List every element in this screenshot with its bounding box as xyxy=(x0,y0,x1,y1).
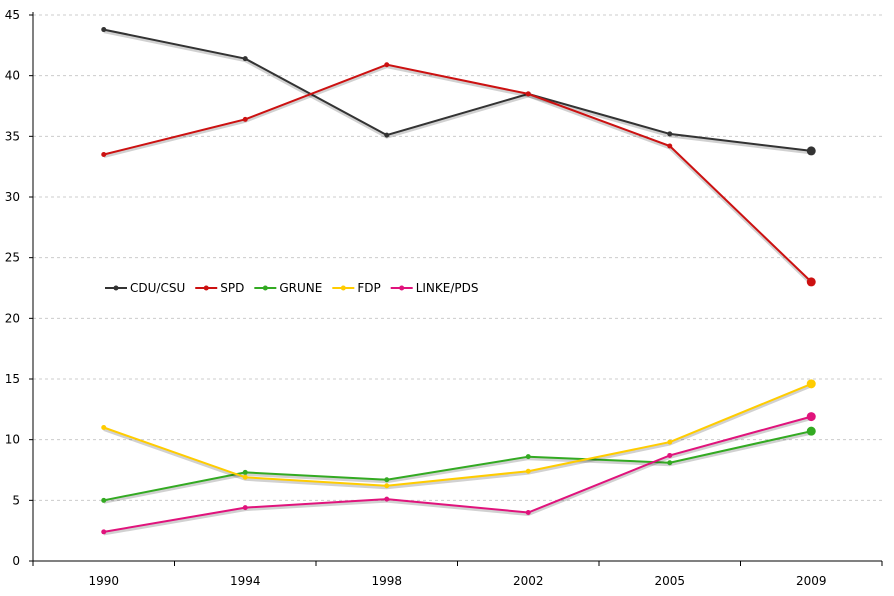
data-point xyxy=(806,426,816,436)
series-group xyxy=(101,27,816,536)
series-shadow xyxy=(103,65,813,285)
y-tick-label: 25 xyxy=(5,251,20,265)
series-line xyxy=(103,382,812,487)
data-point xyxy=(242,56,248,62)
y-tick-label: 45 xyxy=(5,8,20,22)
series-line xyxy=(103,430,812,502)
data-point xyxy=(806,379,816,389)
legend-item: GRUNE xyxy=(254,281,322,295)
data-point xyxy=(667,143,673,149)
y-tick-label: 20 xyxy=(5,311,20,325)
x-tick-label: 2005 xyxy=(654,574,685,588)
x-tick-label: 2009 xyxy=(796,574,827,588)
data-point xyxy=(384,483,390,489)
series-shadow xyxy=(103,417,812,536)
legend-marker xyxy=(113,285,119,291)
data-point xyxy=(101,529,107,535)
data-point xyxy=(667,131,673,137)
data-point xyxy=(242,116,248,122)
data-point xyxy=(384,62,390,68)
y-tick-label: 0 xyxy=(12,554,20,568)
legend-label: LINKE/PDS xyxy=(416,281,479,295)
legend: CDU/CSU SPD GRUNE FDP LINKE/PDS xyxy=(105,281,479,295)
y-tick-label: 30 xyxy=(5,190,20,204)
data-point xyxy=(525,468,531,474)
series-shadow xyxy=(103,30,812,155)
legend-marker xyxy=(340,285,346,291)
legend-label: FDP xyxy=(357,281,380,295)
series-shadow xyxy=(103,431,812,504)
series-line xyxy=(103,28,812,152)
data-point xyxy=(667,452,673,458)
series-cdu-csu xyxy=(101,27,816,156)
data-point xyxy=(806,146,816,156)
data-point xyxy=(101,27,107,33)
legend-label: GRUNE xyxy=(279,281,322,295)
data-point xyxy=(667,460,673,466)
data-point xyxy=(806,412,816,422)
data-point xyxy=(101,425,107,431)
legend-marker xyxy=(262,285,268,291)
grid-lines xyxy=(33,14,882,501)
x-tick-label: 1994 xyxy=(230,574,261,588)
y-tick-label: 40 xyxy=(5,69,20,83)
legend-label: SPD xyxy=(220,281,244,295)
data-point xyxy=(242,474,248,480)
series-grune xyxy=(101,426,816,504)
legend-item: CDU/CSU xyxy=(105,281,185,295)
x-tick-label: 1990 xyxy=(88,574,119,588)
data-point xyxy=(242,469,248,475)
axes: 0 5 10 15 20 25 30 35 40 45 1990 1994 1998 2002 2005 20… xyxy=(5,8,883,588)
legend-item: LINKE/PDS xyxy=(390,281,479,295)
series-line xyxy=(103,63,812,283)
data-point xyxy=(384,496,390,502)
legend-marker xyxy=(399,285,405,291)
data-point xyxy=(101,497,107,503)
x-tick-label: 1998 xyxy=(371,574,402,588)
series-fdp xyxy=(101,379,816,490)
series-line xyxy=(103,415,812,533)
data-point xyxy=(806,277,816,287)
data-point xyxy=(242,505,248,511)
series-spd xyxy=(101,62,816,287)
data-point xyxy=(384,477,390,483)
y-tick-label: 5 xyxy=(12,493,20,507)
data-point xyxy=(101,152,107,158)
legend-marker xyxy=(203,285,209,291)
legend-item: FDP xyxy=(332,281,381,295)
data-point xyxy=(667,439,673,445)
data-point xyxy=(384,132,390,138)
legend-label: CDU/CSU xyxy=(130,281,185,295)
data-point xyxy=(525,454,531,460)
x-tick-label: 2002 xyxy=(513,574,544,588)
series-shadow xyxy=(103,384,812,490)
data-point xyxy=(525,509,531,515)
y-tick-label: 10 xyxy=(5,433,20,447)
legend-item: SPD xyxy=(195,281,244,295)
y-tick-label: 35 xyxy=(5,129,20,143)
y-tick-label: 15 xyxy=(5,372,20,386)
data-point xyxy=(525,91,531,97)
series-linke-pds xyxy=(101,412,816,536)
